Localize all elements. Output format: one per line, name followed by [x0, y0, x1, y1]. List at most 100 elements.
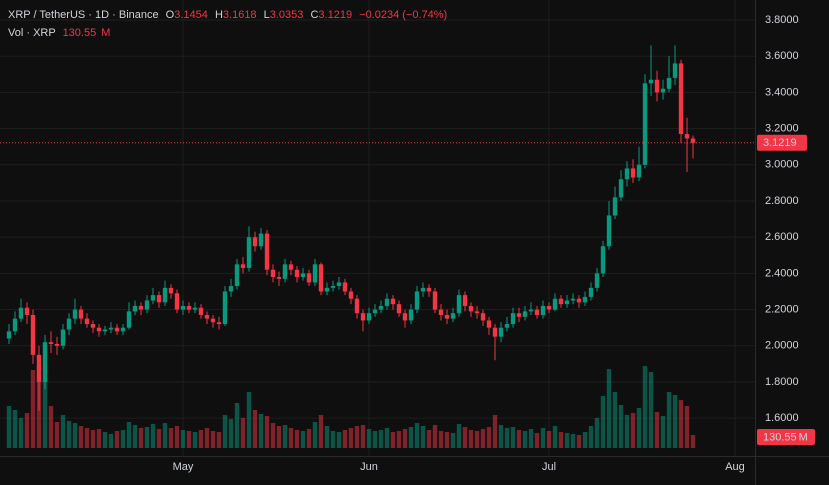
candle-body: [504, 324, 510, 328]
candle-body: [510, 313, 516, 325]
candle-body: [630, 168, 636, 178]
candle-body: [84, 318, 90, 325]
candle-body: [30, 315, 36, 355]
volume-bar: [612, 392, 618, 448]
volume-bar: [342, 430, 348, 448]
candle-body: [684, 134, 690, 139]
volume-bar: [282, 425, 288, 448]
candle-body: [672, 63, 678, 78]
candle-body: [654, 79, 660, 93]
volume-bar: [690, 434, 696, 448]
volume-bar: [150, 424, 156, 448]
candle-body: [330, 286, 336, 288]
candle-body: [606, 215, 612, 247]
volume-bar: [438, 431, 444, 448]
volume-bar: [162, 423, 168, 448]
volume-bar: [102, 432, 108, 448]
candle-body: [444, 315, 450, 319]
volume-bar: [84, 428, 90, 448]
volume-bar: [246, 392, 252, 448]
volume-bar: [486, 427, 492, 448]
candle-body: [564, 300, 570, 305]
symbol: XRP / TetherUS · 1D · Binance: [8, 9, 159, 21]
volume-bar: [396, 431, 402, 448]
volume-bar: [174, 426, 180, 448]
candle-body: [600, 246, 606, 274]
candle-body: [480, 313, 486, 321]
y-tick-label: 1.8000: [765, 376, 799, 388]
y-tick-label: 3.0000: [765, 159, 799, 171]
candle-body: [348, 291, 354, 299]
volume-bar: [360, 425, 366, 448]
candle-body: [396, 304, 402, 314]
x-tick-label: May: [173, 461, 194, 473]
candle-body: [582, 296, 588, 303]
volume-bar: [444, 432, 450, 448]
volume-bar: [582, 432, 588, 448]
candle-body: [264, 233, 270, 270]
candle-body: [690, 138, 696, 143]
candle-body: [108, 327, 114, 330]
candle-body: [528, 309, 534, 312]
volume-bar: [126, 422, 132, 448]
volume-unit: M: [799, 431, 808, 443]
candle-body: [336, 282, 342, 287]
volume-bar: [54, 422, 60, 448]
candle-body: [372, 309, 378, 314]
candle-body: [648, 79, 654, 84]
candle-body: [252, 237, 258, 247]
volume-bar: [324, 426, 330, 448]
y-tick-label: 2.4000: [765, 267, 799, 279]
volume-bar: [426, 430, 432, 448]
volume-bar: [264, 416, 270, 448]
y-tick-label: 3.2000: [765, 122, 799, 134]
y-tick-label: 1.6000: [765, 412, 799, 424]
candle-body: [240, 264, 246, 268]
candle-body: [72, 309, 78, 319]
volume-bar: [138, 428, 144, 448]
candle-body: [522, 311, 528, 317]
candle-body: [198, 307, 204, 316]
candle-body: [270, 269, 276, 278]
volume-bar: [318, 415, 324, 448]
candle-body: [12, 318, 18, 332]
volume-bar: [216, 432, 222, 448]
candle-body: [150, 295, 156, 301]
volume-bar: [654, 412, 660, 448]
candle-body: [432, 291, 438, 310]
volume-bar: [12, 410, 18, 448]
candle-body: [180, 305, 186, 310]
volume-bar: [90, 430, 96, 448]
candle-body: [576, 298, 582, 303]
candle-body: [126, 311, 132, 328]
volume-bar: [72, 423, 78, 448]
volume-bar: [588, 426, 594, 448]
candle-body: [474, 311, 480, 314]
volume-bar: [390, 432, 396, 448]
volume-bar: [432, 425, 438, 448]
close-value: 3.1219: [318, 9, 352, 21]
candle-body: [156, 295, 162, 303]
volume-value: 130.55: [63, 27, 97, 39]
candle-body: [426, 287, 432, 292]
candle-body: [540, 305, 546, 316]
volume-bar: [306, 429, 312, 448]
volume-unit: M: [101, 27, 110, 39]
candle-body: [210, 318, 216, 323]
volume-bar: [564, 433, 570, 448]
candle-body: [378, 305, 384, 310]
volume-bar: [618, 405, 624, 448]
volume-bar: [210, 431, 216, 448]
volume-bar: [420, 426, 426, 448]
volume-bar: [144, 427, 150, 448]
volume-bar: [60, 415, 66, 448]
volume-bar: [600, 396, 606, 448]
candle-body: [6, 331, 12, 339]
volume-bar: [480, 429, 486, 448]
ohlc-label: H: [215, 9, 223, 21]
candle-body: [66, 318, 72, 330]
volume-bar: [372, 431, 378, 448]
candle-body: [558, 298, 564, 305]
candle-body: [492, 327, 498, 337]
